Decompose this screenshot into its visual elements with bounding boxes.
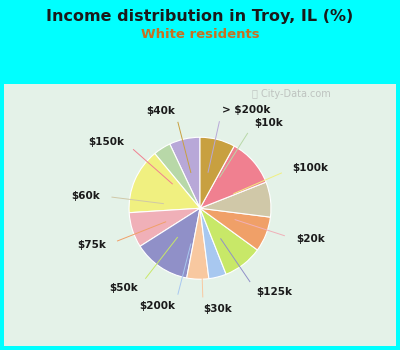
Text: $10k: $10k xyxy=(254,118,283,128)
Text: $50k: $50k xyxy=(110,283,138,293)
Text: $125k: $125k xyxy=(257,287,293,296)
Text: $200k: $200k xyxy=(139,301,175,311)
Text: $60k: $60k xyxy=(71,191,100,201)
Wedge shape xyxy=(129,154,200,213)
Text: White residents: White residents xyxy=(141,28,259,41)
Text: ⓘ City-Data.com: ⓘ City-Data.com xyxy=(252,89,331,99)
Wedge shape xyxy=(155,144,200,208)
Wedge shape xyxy=(200,182,271,217)
Text: > $200k: > $200k xyxy=(222,105,270,115)
Text: $40k: $40k xyxy=(146,106,175,116)
Wedge shape xyxy=(200,208,258,274)
Text: Income distribution in Troy, IL (%): Income distribution in Troy, IL (%) xyxy=(46,8,354,23)
Wedge shape xyxy=(200,208,270,250)
Wedge shape xyxy=(129,208,200,246)
Text: $150k: $150k xyxy=(88,136,124,147)
Wedge shape xyxy=(140,208,200,278)
Text: $20k: $20k xyxy=(296,234,324,244)
Wedge shape xyxy=(200,208,226,279)
Text: $30k: $30k xyxy=(203,304,232,314)
Bar xyxy=(4,84,396,346)
Wedge shape xyxy=(187,208,209,279)
Text: $100k: $100k xyxy=(292,163,328,173)
Wedge shape xyxy=(200,146,266,208)
Text: $75k: $75k xyxy=(78,240,106,250)
Wedge shape xyxy=(170,137,200,208)
Wedge shape xyxy=(200,137,234,208)
